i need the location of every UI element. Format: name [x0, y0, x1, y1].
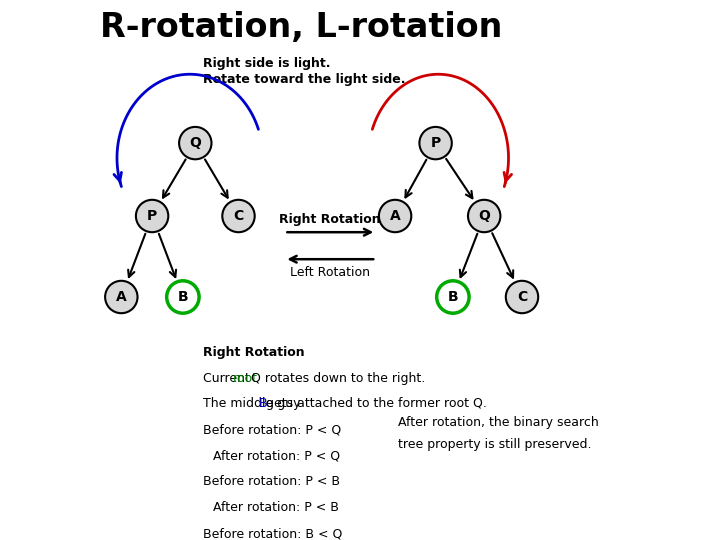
Text: R-rotation, L-rotation: R-rotation, L-rotation — [99, 11, 502, 44]
Text: tree property is still preserved.: tree property is still preserved. — [397, 438, 591, 451]
Text: Rotate toward the light side.: Rotate toward the light side. — [203, 73, 406, 86]
Circle shape — [419, 127, 452, 159]
Text: The middle guy: The middle guy — [203, 397, 305, 410]
Circle shape — [468, 200, 500, 232]
Text: root: root — [233, 372, 258, 384]
Text: C: C — [233, 209, 243, 223]
Text: B: B — [448, 290, 458, 304]
Text: C: C — [517, 290, 527, 304]
Text: After rotation: P < Q: After rotation: P < Q — [213, 449, 341, 462]
Text: Right side is light.: Right side is light. — [203, 57, 331, 70]
Circle shape — [222, 200, 255, 232]
Text: Before rotation: P < Q: Before rotation: P < Q — [203, 423, 342, 436]
Circle shape — [505, 281, 539, 313]
Text: B: B — [178, 290, 188, 304]
Text: Left Rotation: Left Rotation — [290, 266, 370, 279]
Circle shape — [379, 200, 411, 232]
Circle shape — [105, 281, 138, 313]
Text: Right Rotation: Right Rotation — [203, 346, 305, 359]
Text: A: A — [116, 290, 127, 304]
Text: Before rotation: P < B: Before rotation: P < B — [203, 475, 341, 488]
Text: P: P — [431, 136, 441, 150]
Circle shape — [167, 281, 199, 313]
Text: A: A — [390, 209, 400, 223]
Text: gets attached to the former root Q.: gets attached to the former root Q. — [262, 397, 487, 410]
Text: Before rotation: B < Q: Before rotation: B < Q — [203, 527, 343, 540]
Text: After rotation, the binary search: After rotation, the binary search — [397, 416, 598, 429]
Circle shape — [179, 127, 212, 159]
Text: After rotation: P < B: After rotation: P < B — [213, 501, 339, 514]
Text: Q: Q — [189, 136, 201, 150]
Text: B: B — [258, 397, 267, 410]
Text: Q: Q — [478, 209, 490, 223]
Text: Right Rotation: Right Rotation — [279, 213, 381, 226]
Text: Current: Current — [203, 372, 254, 384]
Text: P: P — [147, 209, 157, 223]
Circle shape — [136, 200, 168, 232]
Circle shape — [436, 281, 469, 313]
Text: Q rotates down to the right.: Q rotates down to the right. — [248, 372, 426, 384]
